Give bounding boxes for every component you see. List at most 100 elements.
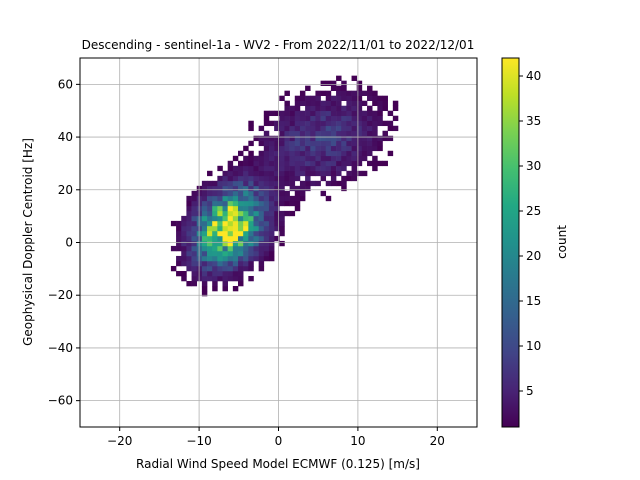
heatmap-cell [299,130,306,137]
heatmap-cell [258,255,265,262]
heatmap-cell [232,285,239,292]
heatmap-cell [207,230,213,237]
colorbar-tick-label: 25 [526,204,541,218]
heatmap-cell [253,220,259,227]
heatmap-cell [279,130,285,137]
heatmap-cell [305,135,311,142]
heatmap-cell [268,185,275,192]
heatmap-cell [207,275,213,282]
heatmap-cell [274,150,280,157]
heatmap-cell [274,170,280,177]
heatmap-cell [238,175,244,182]
heatmap-cell [289,170,296,177]
heatmap-cell [186,250,192,257]
heatmap-cell [232,230,239,237]
heatmap-cell [263,220,270,227]
heatmap-cell [341,95,347,101]
heatmap-cell [243,180,249,187]
heatmap-cell [289,165,296,172]
heatmap-cell [351,130,358,137]
heatmap-cell [294,195,301,202]
heatmap-cell [217,180,223,187]
heatmap-cell [341,155,347,162]
heatmap-cell [243,220,249,227]
heatmap-cell [372,100,378,107]
heatmap-cell [232,205,239,212]
heatmap-cell [238,265,244,272]
heatmap-cell [341,160,347,167]
heatmap-cell [248,205,254,212]
heatmap-cell [351,175,358,182]
heatmap-cell [217,275,223,282]
heatmap-cell [217,250,223,257]
heatmap-cell [325,120,332,127]
heatmap-cell [299,125,306,132]
heatmap-cell [284,150,290,157]
heatmap-cell [392,105,399,112]
heatmap-cell [263,165,270,172]
heatmap-cell [201,220,208,227]
heatmap-cell [330,80,337,86]
heatmap-cell [274,195,280,202]
heatmap-cell [305,105,311,112]
heatmap-cell [222,280,228,287]
heatmap-cell [325,150,332,157]
heatmap-cell [232,170,239,177]
heatmap-cell [232,265,239,272]
colorbar-tick-label: 20 [526,249,541,263]
heatmap-cell [258,265,265,272]
heatmap-cell [248,275,254,282]
y-tick-label: 20 [58,183,73,197]
heatmap-cell [392,125,399,132]
heatmap-cell [263,115,270,122]
heatmap-cell [227,190,234,197]
heatmap-cell [181,275,187,282]
heatmap-cell [315,90,321,96]
heatmap-cell [217,195,223,202]
heatmap-cell [258,160,265,167]
heatmap-cell [243,235,249,242]
heatmap-cell [382,130,388,137]
heatmap-cell [181,255,187,262]
heatmap-cell [186,265,192,272]
heatmap-cell [217,245,223,252]
heatmap-cell [176,255,182,262]
heatmap-cell [232,200,239,207]
heatmap-cell [268,160,275,167]
heatmap-cell [253,235,259,242]
heatmap-cell [310,145,316,152]
heatmap-cell [191,195,198,202]
heatmap-cell [299,180,306,187]
heatmap-cell [305,170,311,177]
heatmap-cell [361,100,368,107]
heatmap-cell [289,160,296,167]
heatmap-cell [367,90,373,96]
y-tick-label: −60 [48,394,73,408]
heatmap-cell [258,125,265,132]
heatmap-cell [274,110,280,117]
heatmap-cell [212,285,218,292]
heatmap-cell [176,270,182,277]
heatmap-cell [294,155,301,162]
heatmap-cell [289,175,296,182]
heatmap-cell [284,165,290,172]
heatmap-cell [186,260,192,267]
heatmap-cell [248,140,254,147]
heatmap-cell [248,180,254,187]
heatmap-cell [222,245,228,252]
heatmap-cell [346,120,352,127]
heatmap-cell [294,125,301,132]
heatmap-cell [305,185,311,192]
heatmap-cell [201,285,208,292]
heatmap-cell [268,250,275,257]
heatmap-cell [294,190,301,197]
heatmap-cell [176,220,182,227]
heatmap-cell [227,200,234,207]
heatmap-cell [361,110,368,117]
heatmap-cell [330,170,337,177]
heatmap-cell [248,125,254,132]
heatmap-cell [238,260,244,267]
heatmap-cell [289,130,296,137]
heatmap-cell [191,265,198,272]
heatmap-cell [279,180,285,187]
